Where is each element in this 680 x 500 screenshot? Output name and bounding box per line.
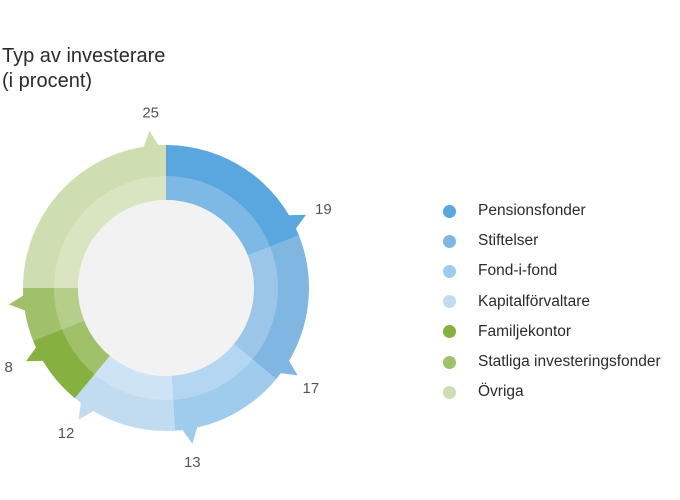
- donut-slice-pointer: [25, 346, 45, 362]
- legend-item-ovriga: Övriga: [443, 377, 661, 407]
- legend-label: Pensionsfonder: [478, 202, 586, 220]
- legend-swatch: [443, 295, 456, 309]
- legend-label: Fond-i-fond: [478, 262, 558, 280]
- donut-slice: [33, 320, 110, 399]
- data-label: 19: [315, 201, 332, 218]
- legend-item-fond-i-fond: Fond-i-fond: [443, 256, 661, 286]
- donut-slice: [166, 145, 299, 256]
- data-label: 12: [58, 425, 75, 442]
- chart-title-line-2: (i procent): [2, 70, 93, 92]
- legend-swatch: [443, 204, 456, 218]
- donut-slice: [23, 288, 85, 341]
- chart-title: Typ av investerare (i procent): [2, 44, 165, 94]
- legend-label: Kapitalförvaltare: [478, 292, 591, 310]
- legend-label: Stiftelser: [478, 232, 539, 250]
- legend-label: Statliga investeringsfonder: [478, 353, 661, 371]
- donut-slice-pointer: [279, 359, 298, 376]
- data-label: 17: [303, 380, 320, 397]
- legend-item-kapitalforvaltare: Kapitalförvaltare: [443, 287, 661, 317]
- donut-slice: [171, 344, 277, 431]
- donut-slice-pointer: [287, 214, 307, 230]
- donut-slice-pointer: [8, 294, 26, 311]
- legend-label: Övriga: [478, 383, 524, 401]
- legend-swatch: [443, 325, 456, 339]
- data-label: 8: [4, 359, 12, 376]
- legend-label: Familjekontor: [478, 322, 572, 340]
- legend-swatch: [443, 234, 456, 248]
- donut-slice: [23, 145, 166, 288]
- legend-item-stiftelser: Stiftelser: [443, 226, 661, 256]
- donut-hole: [78, 200, 254, 376]
- legend-swatch: [443, 385, 456, 399]
- donut-inner-band: [54, 176, 278, 400]
- chart-title-line-1: Typ av investerare: [2, 45, 166, 67]
- legend-swatch: [443, 264, 456, 278]
- donut-slice-pointer: [78, 401, 95, 420]
- donut-slice: [74, 355, 175, 431]
- donut-slice-pointer: [181, 426, 198, 444]
- data-label: 25: [142, 105, 159, 122]
- legend-item-statliga-investeringsfonder: Statliga investeringsfonder: [443, 347, 661, 377]
- legend-item-familjekontor: Familjekontor: [443, 317, 661, 347]
- legend: Pensionsfonder Stiftelser Fond-i-fond Ka…: [443, 196, 661, 407]
- donut-slice-pointer: [143, 130, 160, 148]
- data-label: 13: [184, 454, 201, 471]
- legend-swatch: [443, 355, 456, 369]
- donut-slice: [233, 235, 309, 380]
- legend-item-pensionsfonder: Pensionsfonder: [443, 196, 661, 226]
